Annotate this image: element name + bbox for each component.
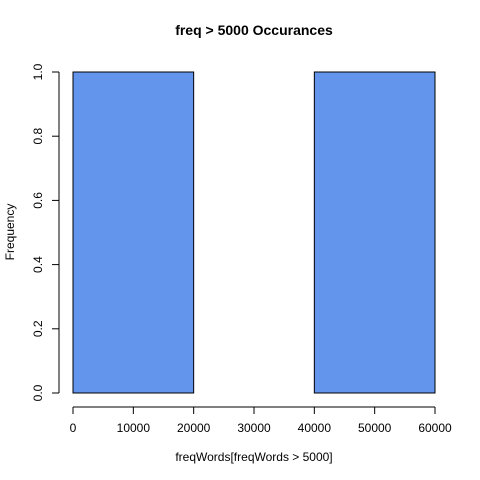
x-tick-label: 60000 xyxy=(418,421,452,435)
bars-group xyxy=(72,71,436,394)
y-tick-label: 0.4 xyxy=(31,256,45,273)
histogram-bar-0 xyxy=(72,71,195,394)
x-tick-label: 10000 xyxy=(117,421,151,435)
chart-title: freq > 5000 Occurances xyxy=(175,22,333,38)
x-tick-label: 0 xyxy=(70,421,77,435)
x-tick-label: 50000 xyxy=(358,421,392,435)
y-axis-label: Frequency xyxy=(3,204,17,261)
x-tick-label: 30000 xyxy=(237,421,271,435)
y-tick-label: 0.0 xyxy=(31,384,45,401)
x-tick-label: 40000 xyxy=(298,421,332,435)
y-tick-label: 0.2 xyxy=(31,320,45,337)
histogram-bar-2 xyxy=(313,71,436,394)
x-axis: 0 10000 20000 30000 40000 50000 60000 xyxy=(70,406,452,435)
y-tick-label: 0.6 xyxy=(31,192,45,209)
x-tick-label: 20000 xyxy=(177,421,211,435)
y-tick-label: 0.8 xyxy=(31,128,45,145)
x-axis-label: freqWords[freqWords > 5000] xyxy=(175,450,332,464)
y-axis: 0.0 0.2 0.4 0.6 0.8 1.0 xyxy=(31,63,60,401)
y-tick-label: 1.0 xyxy=(31,63,45,80)
